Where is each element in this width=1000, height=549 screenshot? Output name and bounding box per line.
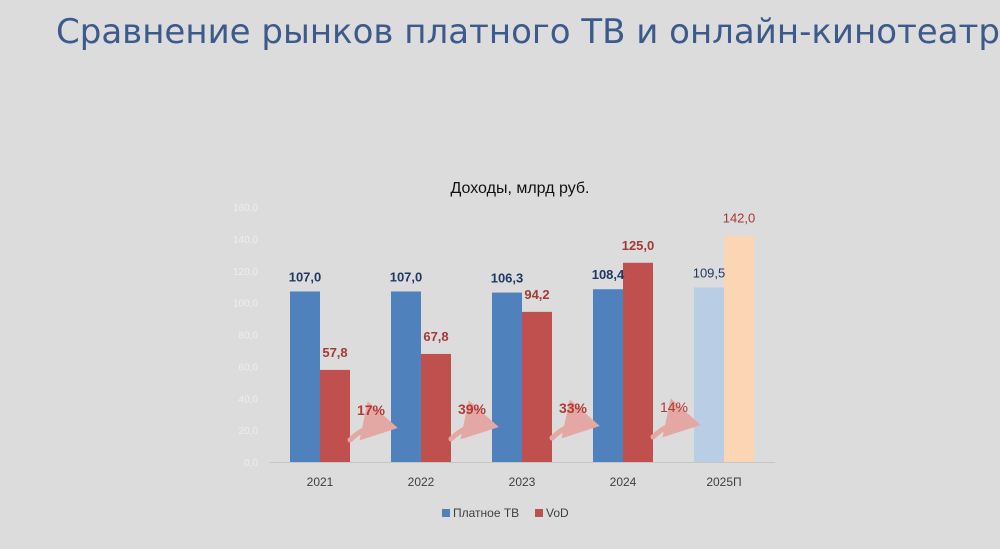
legend-swatch <box>442 509 450 517</box>
growth-percent: 39% <box>458 401 487 417</box>
x-tick-label: 2023 <box>509 475 536 489</box>
growth-arrow <box>650 398 701 440</box>
data-label: 107,0 <box>289 269 322 284</box>
legend: Платное ТВ VoD <box>442 506 569 520</box>
bar-pay-tv <box>391 291 421 462</box>
growth-percent: 17% <box>357 402 386 418</box>
bar-vod <box>522 311 552 462</box>
data-label: 107,0 <box>390 269 423 284</box>
y-tick-label: 60,0 <box>239 362 259 373</box>
growth-percent: 33% <box>559 400 588 416</box>
y-tick-label: 20,0 <box>239 426 259 437</box>
bar-vod <box>623 262 653 462</box>
data-label: 94,2 <box>524 287 549 302</box>
y-tick-label: 140,0 <box>233 235 258 246</box>
data-label: 106,3 <box>491 271 524 286</box>
growth-percent: 14% <box>660 399 688 415</box>
data-label: 67,8 <box>423 329 448 344</box>
legend-swatch <box>535 509 543 517</box>
legend-label: VoD <box>546 506 569 520</box>
y-tick-label: 40,0 <box>239 394 259 405</box>
data-label: 109,5 <box>693 265 726 280</box>
y-tick-label: 100,0 <box>233 299 258 310</box>
growth-arrow <box>347 401 398 443</box>
y-axis: 0,0 20,0 40,0 60,0 80,0 100,0 120,0 140,0 160,0 <box>233 203 258 469</box>
x-tick-label: 2021 <box>307 475 334 489</box>
growth-annotations: 17% 39% 33% 14% <box>347 398 701 443</box>
x-tick-label: 2024 <box>610 475 637 489</box>
x-axis: 2021 2022 2023 2024 2025П <box>270 462 775 489</box>
x-tick-label: 2025П <box>706 475 741 489</box>
data-label: 125,0 <box>622 238 655 253</box>
bar-vod <box>320 369 350 462</box>
y-tick-label: 80,0 <box>239 331 259 342</box>
legend-label: Платное ТВ <box>453 506 519 520</box>
slide-title: Сравнение рынков платного ТВ и онлайн-ки… <box>56 12 1000 52</box>
growth-arrow <box>549 399 600 441</box>
bar-pay-tv <box>694 287 724 462</box>
bar-pay-tv <box>290 291 320 462</box>
bar-vod <box>421 353 451 462</box>
bar-vod <box>724 235 754 462</box>
y-tick-label: 0,0 <box>244 458 258 469</box>
bar-pay-tv <box>492 292 522 462</box>
value-labels: 107,0 57,8 107,0 67,8 106,394,2 108,4 125,0 109… <box>289 211 756 360</box>
data-label: 108,4 <box>592 267 625 282</box>
data-label: 142,0 <box>723 211 756 226</box>
bars <box>290 235 754 462</box>
x-tick-label: 2022 <box>408 475 435 489</box>
chart-title: Доходы, млрд руб. <box>451 180 590 197</box>
y-tick-label: 120,0 <box>233 267 258 278</box>
bar-pay-tv <box>593 289 623 462</box>
data-label: 57,8 <box>322 345 347 360</box>
y-tick-label: 160,0 <box>233 203 258 214</box>
growth-arrow <box>448 400 499 442</box>
